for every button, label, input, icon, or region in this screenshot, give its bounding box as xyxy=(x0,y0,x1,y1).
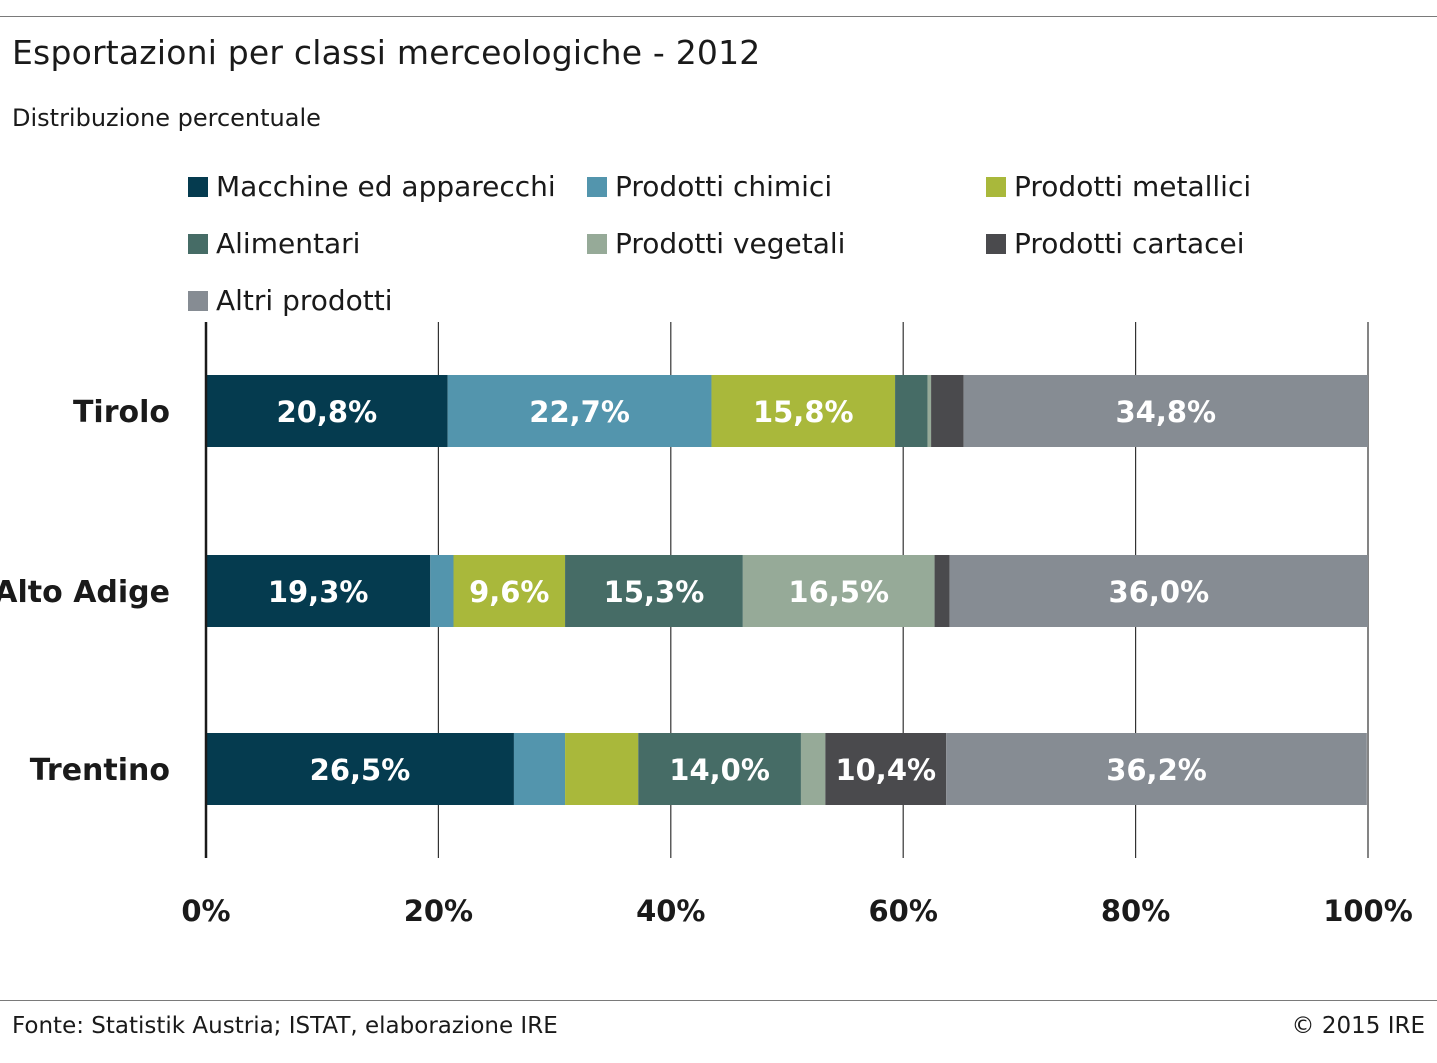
legend-swatch xyxy=(986,234,1006,254)
legend-item: Altri prodotti xyxy=(188,284,393,318)
bar-segment xyxy=(430,555,454,627)
legend-label: Macchine ed apparecchi xyxy=(216,170,556,203)
category-label: Tirolo xyxy=(73,395,170,430)
stacked-bar-chart: 20,8% 22,7% 15,8% 34,8% Tirolo 19,3% 9,6% 15,3%… xyxy=(0,322,1413,928)
footer-copyright: © 2015 IRE xyxy=(1291,1013,1425,1039)
bar-segment xyxy=(825,733,947,805)
x-tick-label: 0% xyxy=(181,894,230,928)
data-label: 20,8% xyxy=(277,395,378,429)
legend-label: Alimentari xyxy=(216,227,361,260)
data-label: 36,0% xyxy=(1109,575,1210,609)
bar-segment xyxy=(447,375,712,447)
legend-swatch xyxy=(188,291,208,311)
data-label: 14,0% xyxy=(669,753,770,787)
legend-swatch xyxy=(188,234,208,254)
bar-segment xyxy=(927,375,932,447)
bar-segment xyxy=(895,375,928,447)
bar-segment xyxy=(206,375,448,447)
legend-item: Macchine ed apparecchi xyxy=(188,170,556,204)
data-label: 10,4% xyxy=(835,753,936,787)
bar-segment xyxy=(946,733,1367,805)
top-rule xyxy=(0,16,1437,17)
bar-segment xyxy=(934,555,950,627)
data-label: 16,5% xyxy=(788,575,889,609)
chart-legend: Macchine ed apparecchi Prodotti chimici Pr… xyxy=(0,0,1437,330)
bar-segment xyxy=(949,555,1368,627)
legend-label: Prodotti vegetali xyxy=(615,227,846,260)
category-label: Alto Adige xyxy=(0,575,170,610)
legend-item: Alimentari xyxy=(188,227,360,261)
x-tick-label: 20% xyxy=(404,894,473,928)
x-tick-label: 100% xyxy=(1323,894,1413,928)
footer-source: Fonte: Statistik Austria; ISTAT, elabora… xyxy=(12,1013,558,1039)
legend-swatch xyxy=(587,234,607,254)
bar-segment xyxy=(206,555,431,627)
data-label: 9,6% xyxy=(469,575,549,609)
bar-segment xyxy=(565,733,639,805)
data-label: 26,5% xyxy=(310,753,411,787)
legend-label: Prodotti chimici xyxy=(615,170,833,203)
chart-title: Esportazioni per classi merceologiche - … xyxy=(12,33,761,72)
legend-label: Prodotti cartacei xyxy=(1014,227,1245,260)
bar-segment xyxy=(711,375,896,447)
bar-segment xyxy=(638,733,801,805)
x-tick-label: 80% xyxy=(1101,894,1170,928)
bar-segment xyxy=(931,375,964,447)
data-label: 34,8% xyxy=(1116,395,1217,429)
data-label: 15,8% xyxy=(753,395,854,429)
legend-label: Prodotti metallici xyxy=(1014,170,1252,203)
data-label: 36,2% xyxy=(1106,753,1207,787)
x-tick-label: 40% xyxy=(636,894,705,928)
legend-label: Altri prodotti xyxy=(216,284,393,317)
legend-swatch xyxy=(587,177,607,197)
bottom-rule xyxy=(0,1000,1437,1001)
legend-item: Prodotti vegetali xyxy=(587,227,845,261)
bar-segment xyxy=(453,555,566,627)
bar-segment xyxy=(800,733,826,805)
x-tick-label: 60% xyxy=(868,894,937,928)
chart-subtitle: Distribuzione percentuale xyxy=(12,104,321,132)
bar-segment xyxy=(565,555,743,627)
bar-segment xyxy=(206,733,514,805)
legend-item: Prodotti metallici xyxy=(986,170,1251,204)
category-label: Trentino xyxy=(30,753,170,788)
bar-segment xyxy=(742,555,935,627)
bar-segment xyxy=(963,375,1368,447)
data-label: 22,7% xyxy=(529,395,630,429)
legend-item: Prodotti cartacei xyxy=(986,227,1245,261)
legend-item: Prodotti chimici xyxy=(587,170,832,204)
legend-swatch xyxy=(188,177,208,197)
bar-segment xyxy=(513,733,566,805)
data-label: 19,3% xyxy=(268,575,369,609)
data-label: 15,3% xyxy=(604,575,705,609)
legend-swatch xyxy=(986,177,1006,197)
